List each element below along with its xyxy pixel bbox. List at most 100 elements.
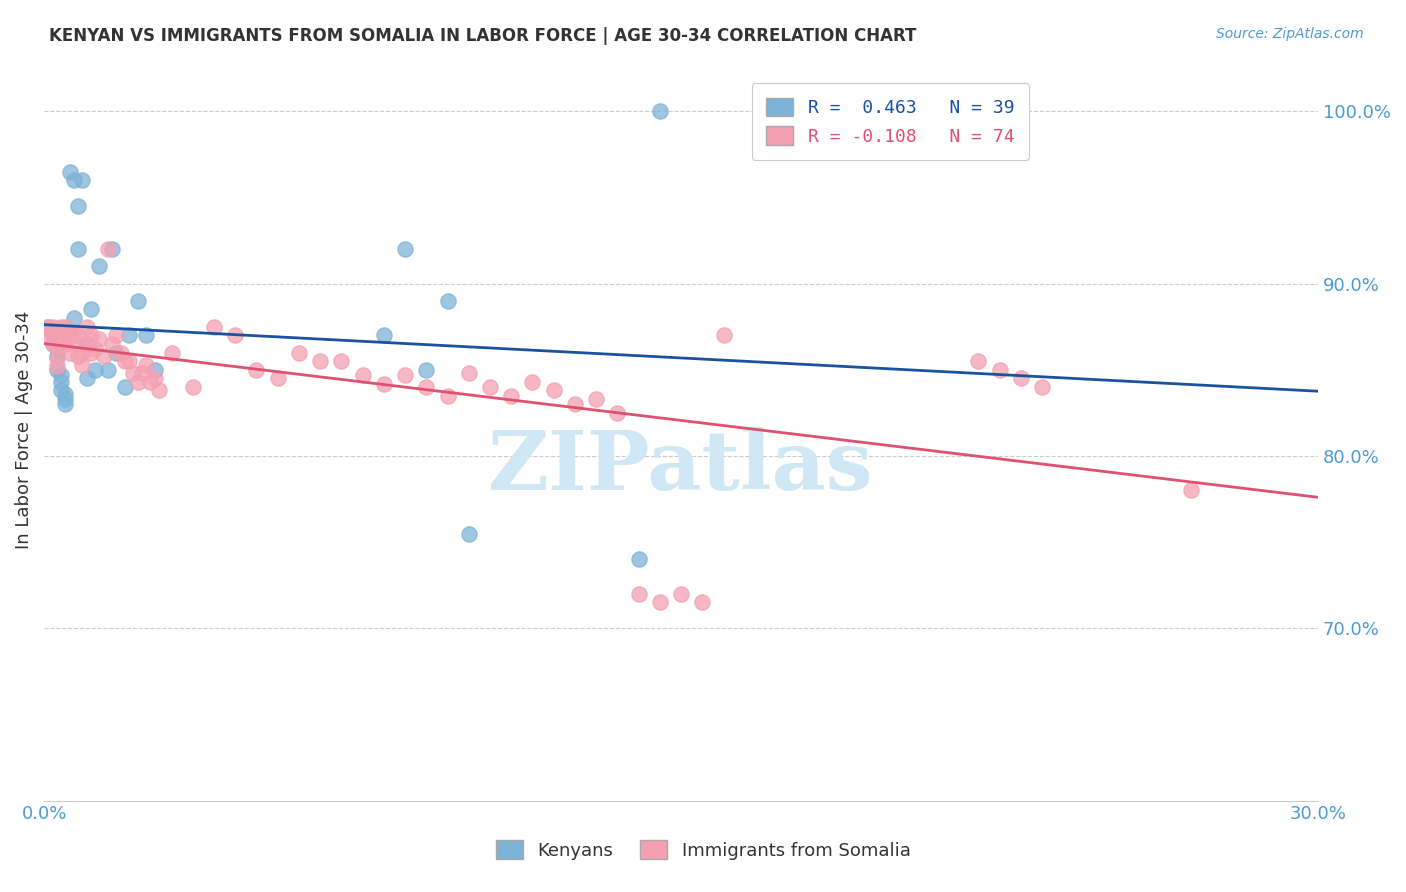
- Immigrants from Somalia: [522, 375, 544, 389]
- Immigrants from Somalia: [1180, 483, 1202, 498]
- Immigrants from Somalia: [49, 337, 72, 351]
- Kenyans: [58, 328, 80, 343]
- Kenyans: [45, 363, 67, 377]
- Immigrants from Somalia: [45, 340, 67, 354]
- Immigrants from Somalia: [89, 332, 111, 346]
- Kenyans: [627, 552, 650, 566]
- Immigrants from Somalia: [41, 328, 63, 343]
- Kenyans: [97, 363, 120, 377]
- Immigrants from Somalia: [53, 328, 76, 343]
- Kenyans: [53, 392, 76, 406]
- Text: ZIPatlas: ZIPatlas: [488, 427, 875, 508]
- Immigrants from Somalia: [1010, 371, 1032, 385]
- Immigrants from Somalia: [84, 342, 107, 356]
- Immigrants from Somalia: [105, 328, 128, 343]
- Kenyans: [53, 387, 76, 401]
- Immigrants from Somalia: [139, 375, 162, 389]
- Immigrants from Somalia: [224, 328, 246, 343]
- Kenyans: [67, 199, 90, 213]
- Immigrants from Somalia: [713, 328, 735, 343]
- Kenyans: [45, 349, 67, 363]
- Immigrants from Somalia: [564, 397, 586, 411]
- Immigrants from Somalia: [160, 345, 183, 359]
- Kenyans: [49, 375, 72, 389]
- Kenyans: [648, 104, 671, 119]
- Immigrants from Somalia: [97, 242, 120, 256]
- Kenyans: [84, 363, 107, 377]
- Immigrants from Somalia: [41, 337, 63, 351]
- Immigrants from Somalia: [543, 384, 565, 398]
- Kenyans: [76, 371, 98, 385]
- Kenyans: [49, 368, 72, 382]
- Immigrants from Somalia: [76, 319, 98, 334]
- Kenyans: [415, 363, 437, 377]
- Immigrants from Somalia: [373, 376, 395, 391]
- Immigrants from Somalia: [80, 328, 103, 343]
- Immigrants from Somalia: [479, 380, 502, 394]
- Immigrants from Somalia: [49, 328, 72, 343]
- Immigrants from Somalia: [67, 349, 90, 363]
- Immigrants from Somalia: [692, 595, 714, 609]
- Legend: Kenyans, Immigrants from Somalia: Kenyans, Immigrants from Somalia: [481, 826, 925, 874]
- Immigrants from Somalia: [309, 354, 332, 368]
- Immigrants from Somalia: [585, 392, 607, 406]
- Kenyans: [41, 328, 63, 343]
- Immigrants from Somalia: [101, 337, 124, 351]
- Immigrants from Somalia: [63, 328, 86, 343]
- Kenyans: [118, 328, 141, 343]
- Immigrants from Somalia: [58, 345, 80, 359]
- Immigrants from Somalia: [202, 319, 225, 334]
- Immigrants from Somalia: [76, 337, 98, 351]
- Kenyans: [53, 397, 76, 411]
- Kenyans: [394, 242, 416, 256]
- Immigrants from Somalia: [143, 371, 166, 385]
- Immigrants from Somalia: [288, 345, 311, 359]
- Immigrants from Somalia: [58, 328, 80, 343]
- Immigrants from Somalia: [415, 380, 437, 394]
- Kenyans: [105, 345, 128, 359]
- Immigrants from Somalia: [148, 384, 170, 398]
- Immigrants from Somalia: [72, 345, 94, 359]
- Kenyans: [89, 260, 111, 274]
- Kenyans: [63, 311, 86, 326]
- Immigrants from Somalia: [967, 354, 990, 368]
- Immigrants from Somalia: [80, 345, 103, 359]
- Immigrants from Somalia: [122, 366, 145, 380]
- Kenyans: [457, 526, 479, 541]
- Immigrants from Somalia: [114, 354, 136, 368]
- Text: Source: ZipAtlas.com: Source: ZipAtlas.com: [1216, 27, 1364, 41]
- Kenyans: [41, 337, 63, 351]
- Immigrants from Somalia: [37, 319, 59, 334]
- Kenyans: [373, 328, 395, 343]
- Immigrants from Somalia: [457, 366, 479, 380]
- Immigrants from Somalia: [135, 358, 157, 372]
- Kenyans: [135, 328, 157, 343]
- Kenyans: [72, 173, 94, 187]
- Immigrants from Somalia: [394, 368, 416, 382]
- Legend: R =  0.463   N = 39, R = -0.108   N = 74: R = 0.463 N = 39, R = -0.108 N = 74: [752, 84, 1029, 160]
- Text: KENYAN VS IMMIGRANTS FROM SOMALIA IN LABOR FORCE | AGE 30-34 CORRELATION CHART: KENYAN VS IMMIGRANTS FROM SOMALIA IN LAB…: [49, 27, 917, 45]
- Kenyans: [143, 363, 166, 377]
- Immigrants from Somalia: [53, 337, 76, 351]
- Immigrants from Somalia: [352, 368, 374, 382]
- Immigrants from Somalia: [45, 359, 67, 374]
- Kenyans: [37, 319, 59, 334]
- Kenyans: [80, 302, 103, 317]
- Immigrants from Somalia: [118, 354, 141, 368]
- Immigrants from Somalia: [41, 319, 63, 334]
- Immigrants from Somalia: [93, 349, 115, 363]
- Kenyans: [101, 242, 124, 256]
- Kenyans: [63, 173, 86, 187]
- Kenyans: [127, 293, 149, 308]
- Immigrants from Somalia: [627, 587, 650, 601]
- Immigrants from Somalia: [436, 389, 458, 403]
- Immigrants from Somalia: [67, 328, 90, 343]
- Immigrants from Somalia: [127, 375, 149, 389]
- Immigrants from Somalia: [669, 587, 692, 601]
- Immigrants from Somalia: [49, 319, 72, 334]
- Kenyans: [67, 242, 90, 256]
- Immigrants from Somalia: [988, 363, 1011, 377]
- Immigrants from Somalia: [266, 371, 288, 385]
- Kenyans: [436, 293, 458, 308]
- Immigrants from Somalia: [606, 406, 628, 420]
